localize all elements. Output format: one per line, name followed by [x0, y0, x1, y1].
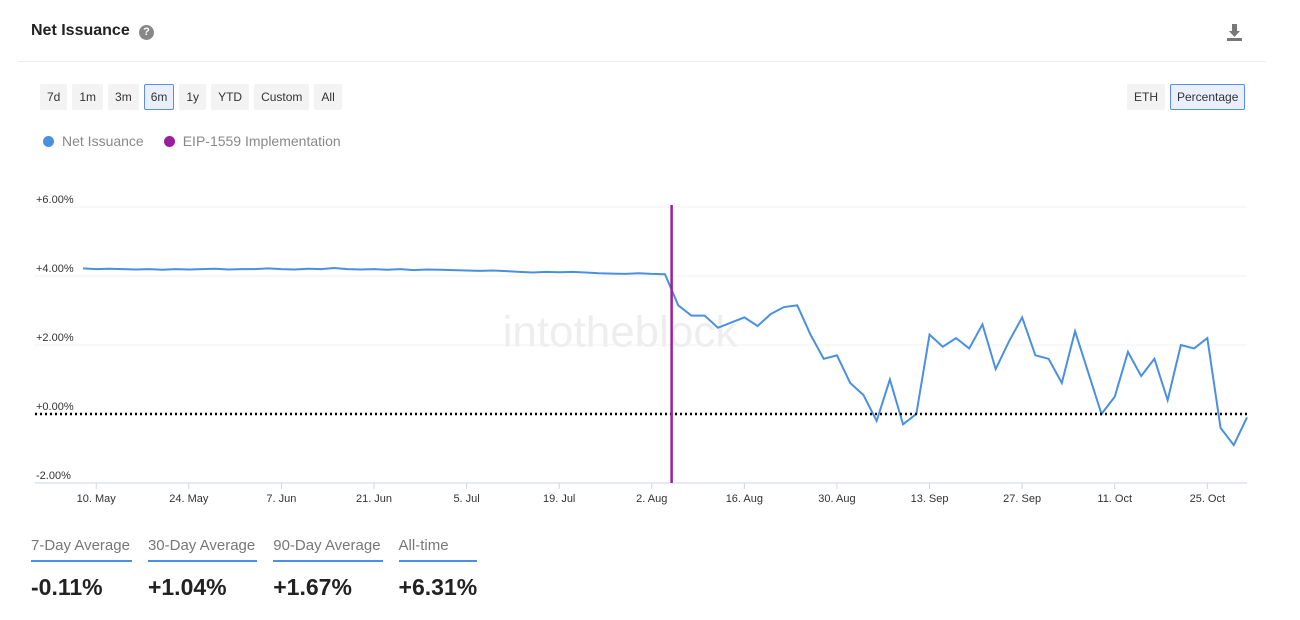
stat-value: +6.31%	[398, 574, 478, 600]
stat-value: -0.11%	[31, 574, 103, 600]
y-tick-label: +0.00%	[36, 401, 74, 413]
x-tick-label: 16. Aug	[726, 493, 763, 505]
legend-item[interactable]: EIP-1559 Implementation	[163, 133, 341, 149]
x-tick-label: 30. Aug	[818, 493, 855, 505]
download-icon[interactable]	[1227, 24, 1242, 41]
stat-value: +1.67%	[273, 574, 352, 600]
x-tick-label: 27. Sep	[1003, 493, 1041, 505]
stat-label: 7-Day Average	[31, 537, 132, 562]
x-tick-label: 7. Jun	[266, 493, 296, 505]
legend-swatch	[163, 136, 175, 147]
range-button[interactable]: 1m	[72, 84, 104, 110]
x-tick-label: 21. Jun	[356, 493, 392, 505]
legend-item[interactable]: Net Issuance	[43, 133, 144, 149]
range-button[interactable]: 3m	[108, 84, 139, 110]
line	[82, 267, 1248, 447]
stat: All-time +6.31%	[398, 537, 478, 601]
range-buttons: 7d 1m 3m 6m 1y YTD Custom All	[40, 84, 342, 110]
legend-label: Net Issuance	[62, 133, 144, 149]
legend-swatch	[43, 136, 54, 147]
stat: 30-Day Average +1.04%	[147, 537, 258, 601]
x-tick-label: 2. Aug	[636, 493, 667, 505]
x-tick-label: 10. May	[77, 493, 117, 505]
range-button[interactable]: YTD	[211, 84, 250, 110]
y-tick-label: +2.00%	[36, 332, 74, 344]
x-tick-label: 13. Sep	[911, 493, 949, 505]
y-tick-label: +6.00%	[36, 194, 74, 206]
unit-button[interactable]: ETH	[1127, 84, 1165, 110]
unit-button[interactable]: Percentage	[1170, 84, 1246, 110]
stat: 90-Day Average +1.67%	[273, 537, 383, 601]
x-tick-label: 5. Jul	[453, 493, 479, 505]
y-tick-label: +4.00%	[36, 263, 74, 275]
x-tick-label: 11. Oct	[1097, 493, 1132, 505]
x-tick-label: 24. May	[169, 493, 209, 505]
legend-label: EIP-1559 Implementation	[182, 133, 341, 149]
x-tick-label: 25. Oct	[1190, 493, 1225, 505]
stat-label: 90-Day Average	[273, 537, 383, 562]
y-tick-label: -2.00%	[36, 470, 71, 482]
stat-value: +1.04%	[147, 574, 227, 600]
stats: 7-Day Average -0.11% 30-Day Average +1.04% 9…	[31, 537, 478, 601]
range-button[interactable]: All	[314, 84, 342, 110]
help-icon[interactable]: ?	[139, 25, 154, 40]
x-tick-label: 19. Jul	[543, 493, 575, 505]
range-button[interactable]: 7d	[40, 84, 68, 110]
range-button[interactable]: 6m	[143, 84, 175, 110]
stat-label: 30-Day Average	[147, 537, 258, 562]
legend: Net Issuance EIP-1559 Implementation	[43, 133, 341, 149]
separator	[18, 61, 1266, 62]
range-button[interactable]: Custom	[254, 84, 310, 110]
unit-buttons: ETH Percentage	[1127, 84, 1246, 110]
stat-label: All-time	[398, 537, 478, 562]
stat: 7-Day Average -0.11%	[31, 537, 132, 601]
title: Net Issuance	[31, 22, 130, 39]
range-button[interactable]: 1y	[179, 84, 207, 110]
